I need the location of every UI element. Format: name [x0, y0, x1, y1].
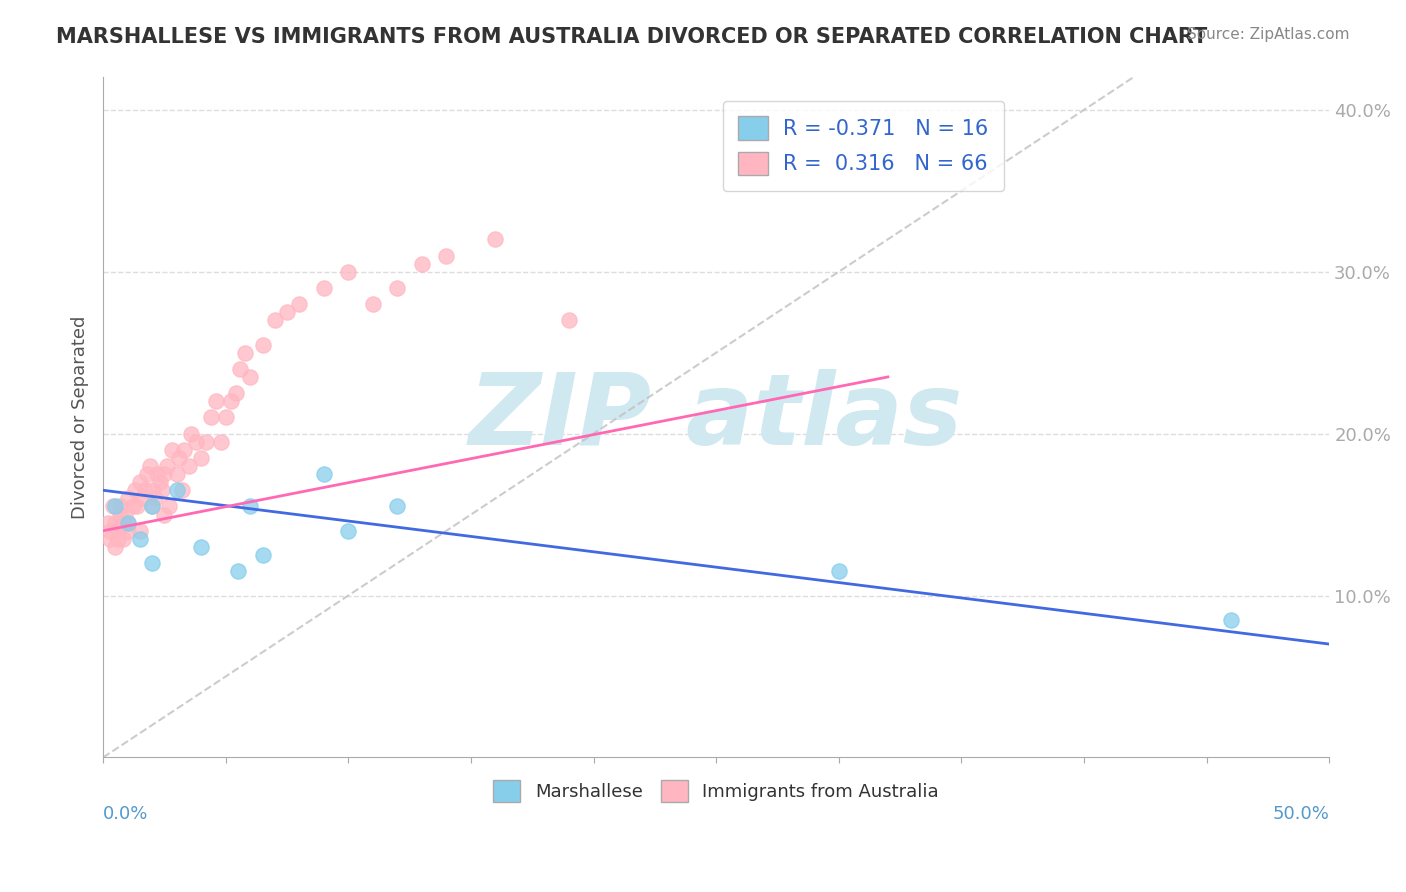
- Point: [219, 394, 242, 409]
- Point: [138, 458, 160, 473]
- Point: [263, 313, 285, 327]
- Point: [361, 297, 384, 311]
- Point: [190, 450, 212, 465]
- Point: [200, 410, 222, 425]
- Point: [186, 434, 208, 449]
- Point: [252, 337, 274, 351]
- Point: [337, 265, 360, 279]
- Point: [215, 410, 238, 425]
- Point: [225, 386, 247, 401]
- Point: [101, 500, 124, 514]
- Point: [110, 508, 132, 522]
- Point: [153, 467, 176, 481]
- Point: [111, 532, 134, 546]
- Point: [110, 500, 132, 514]
- Text: ZIP atlas: ZIP atlas: [470, 369, 963, 466]
- Point: [114, 508, 136, 522]
- Point: [276, 305, 298, 319]
- Point: [177, 458, 200, 473]
- Point: [97, 516, 120, 530]
- Point: [229, 362, 252, 376]
- Point: [160, 442, 183, 457]
- Point: [141, 500, 163, 514]
- Point: [104, 516, 127, 530]
- Point: [146, 467, 169, 481]
- Point: [117, 516, 139, 530]
- Point: [127, 500, 149, 514]
- Point: [129, 532, 152, 546]
- Point: [153, 508, 176, 522]
- Text: MARSHALLESE VS IMMIGRANTS FROM AUSTRALIA DIVORCED OR SEPARATED CORRELATION CHART: MARSHALLESE VS IMMIGRANTS FROM AUSTRALIA…: [56, 27, 1208, 46]
- Point: [134, 483, 156, 498]
- Point: [166, 483, 188, 498]
- Legend: Marshallese, Immigrants from Australia: Marshallese, Immigrants from Australia: [486, 773, 946, 810]
- Point: [117, 516, 139, 530]
- Point: [180, 426, 202, 441]
- Point: [235, 345, 257, 359]
- Point: [104, 540, 127, 554]
- Point: [252, 548, 274, 562]
- Point: [141, 500, 163, 514]
- Point: [209, 434, 232, 449]
- Point: [312, 467, 335, 481]
- Point: [129, 475, 152, 490]
- Y-axis label: Divorced or Separated: Divorced or Separated: [72, 316, 89, 519]
- Point: [156, 458, 179, 473]
- Point: [226, 564, 249, 578]
- Point: [117, 524, 139, 538]
- Point: [1220, 613, 1243, 627]
- Point: [195, 434, 218, 449]
- Point: [387, 281, 409, 295]
- Point: [107, 532, 129, 546]
- Point: [190, 540, 212, 554]
- Point: [205, 394, 228, 409]
- Point: [143, 491, 166, 506]
- Point: [173, 442, 195, 457]
- Text: 0.0%: 0.0%: [103, 805, 149, 823]
- Point: [100, 532, 122, 546]
- Point: [411, 257, 433, 271]
- Point: [157, 500, 180, 514]
- Text: Source: ZipAtlas.com: Source: ZipAtlas.com: [1187, 27, 1350, 42]
- Point: [239, 370, 262, 384]
- Point: [124, 483, 146, 498]
- Point: [129, 524, 152, 538]
- Point: [167, 450, 190, 465]
- Point: [148, 475, 170, 490]
- Point: [107, 524, 129, 538]
- Point: [558, 313, 581, 327]
- Point: [166, 467, 188, 481]
- Point: [387, 500, 409, 514]
- Point: [828, 564, 851, 578]
- Point: [141, 556, 163, 570]
- Text: 50.0%: 50.0%: [1272, 805, 1329, 823]
- Point: [141, 483, 163, 498]
- Point: [100, 524, 122, 538]
- Point: [104, 500, 127, 514]
- Point: [136, 467, 159, 481]
- Point: [117, 491, 139, 506]
- Point: [111, 516, 134, 530]
- Point: [121, 500, 143, 514]
- Point: [337, 524, 360, 538]
- Point: [170, 483, 193, 498]
- Point: [288, 297, 311, 311]
- Point: [312, 281, 335, 295]
- Point: [150, 483, 173, 498]
- Point: [239, 500, 262, 514]
- Point: [131, 491, 153, 506]
- Point: [484, 232, 506, 246]
- Point: [436, 248, 458, 262]
